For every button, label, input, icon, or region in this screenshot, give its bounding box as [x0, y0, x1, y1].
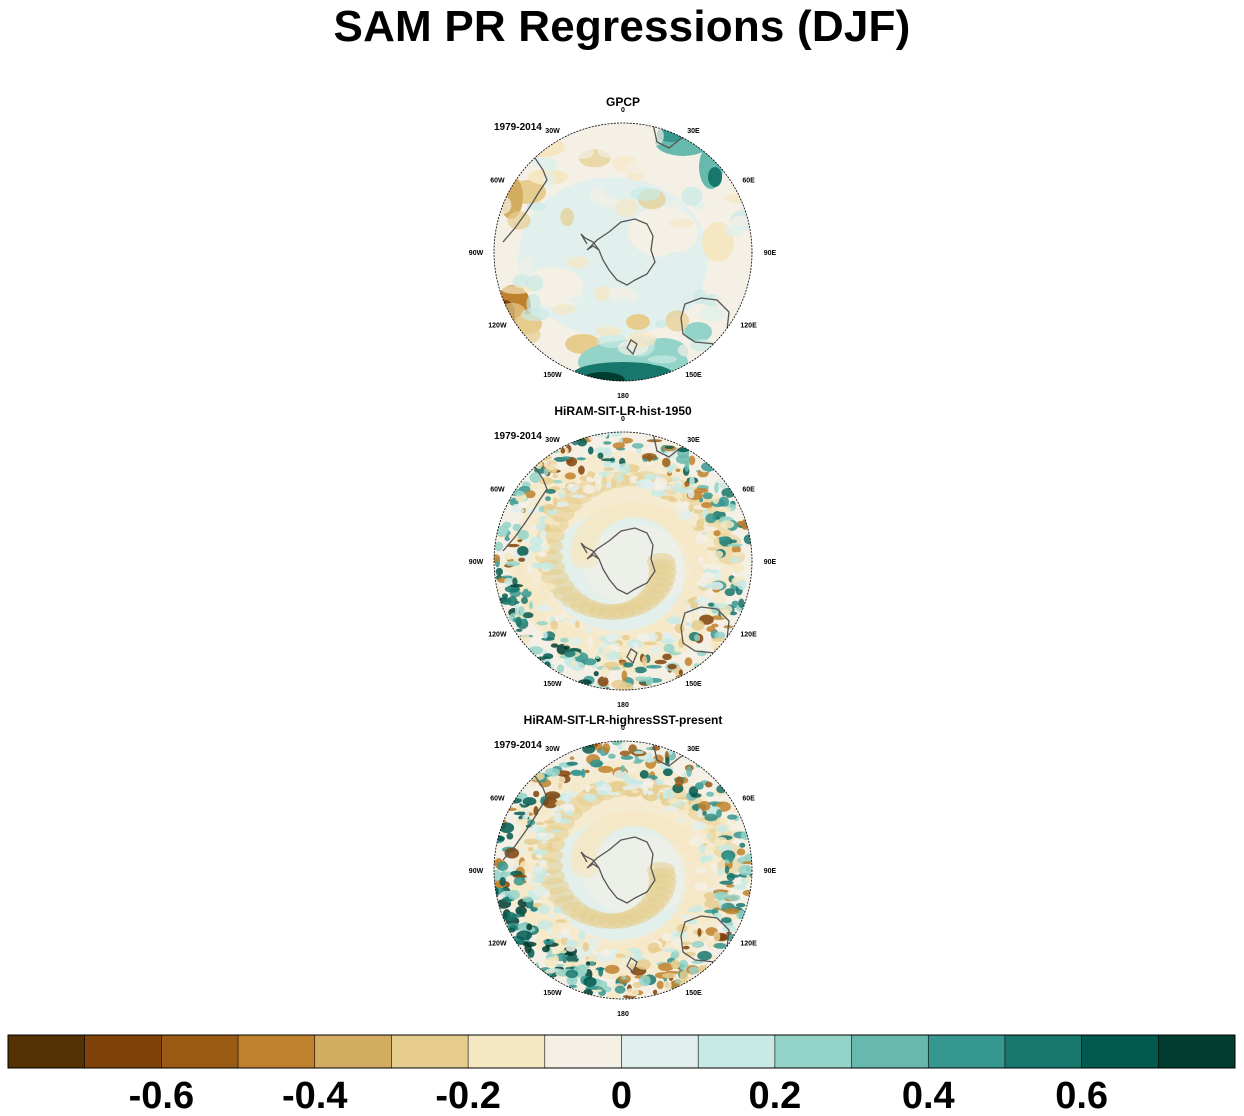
period-label: 1979-2014 [494, 122, 542, 133]
colorbar-swatch [84, 1035, 162, 1068]
colorbar-swatch [851, 1035, 929, 1068]
panel-hist-1950: HiRAM-SIT-LR-hist-1950 1979-2014 0 30E 60E 90… [469, 403, 777, 709]
colorbar-swatch [621, 1035, 699, 1068]
lon-label: 150W [543, 681, 562, 688]
lon-label: 120E [740, 941, 757, 948]
lon-label: 90E [764, 250, 777, 257]
lon-label: 0 [621, 725, 625, 732]
figure-title: SAM PR Regressions (DJF) [333, 2, 911, 51]
colorbar-swatch [1004, 1035, 1082, 1068]
colorbar-swatch [1158, 1035, 1235, 1068]
lon-label: 120W [488, 323, 507, 330]
colorbar-swatch [774, 1035, 852, 1068]
map-border [493, 122, 753, 382]
period-label: 1979-2014 [494, 431, 542, 442]
colorbar-swatch [238, 1035, 315, 1068]
lon-label: 90W [469, 868, 484, 875]
colorbar-tick-label: -0.4 [282, 1075, 347, 1116]
colorbar-swatch [161, 1035, 239, 1068]
lon-label: 90E [764, 868, 777, 875]
panel-title: HiRAM-SIT-LR-hist-1950 [554, 404, 692, 418]
lon-label: 90W [469, 559, 484, 566]
precip-field [494, 123, 752, 381]
lon-label: 150E [685, 990, 702, 997]
colorbar-swatch [468, 1035, 545, 1068]
period-label: 1979-2014 [494, 740, 542, 751]
colorbar-tick-label: 0.6 [1055, 1075, 1108, 1116]
lon-label: 150E [685, 681, 702, 688]
lon-label: 30W [545, 746, 560, 753]
lon-label: 180 [617, 393, 629, 400]
lon-label: 0 [621, 416, 625, 423]
panel-title: GPCP [606, 95, 640, 109]
lon-label: 120W [488, 941, 507, 948]
lon-label: 60E [742, 178, 755, 185]
lon-label: 120E [740, 323, 757, 330]
lon-label: 30W [545, 437, 560, 444]
colorbar-swatch [928, 1035, 1005, 1068]
lon-label: 60E [742, 796, 755, 803]
precip-field [494, 432, 752, 690]
panel-gpcp: GPCP 1979-2014 0 30E 60E 90E 120E 150E 180 150W 12… [469, 94, 777, 400]
precip-field [494, 741, 752, 999]
colorbar: -0.6 -0.4 -0.2 0 0.2 0.4 0.6 [7, 1034, 1236, 1116]
lon-label: 150W [543, 372, 562, 379]
colorbar-swatch [544, 1035, 622, 1068]
panel-highressst-present: HiRAM-SIT-LR-highresSST-present 1979-2014… [469, 712, 777, 1018]
lon-label: 180 [617, 1011, 629, 1018]
map-border [493, 740, 753, 1000]
colorbar-swatch [1081, 1035, 1159, 1068]
colorbar-swatch [698, 1035, 775, 1068]
polar-map-highressst-present: HiRAM-SIT-LR-highresSST-present 1979-2014… [469, 713, 777, 1018]
colorbar-tick-label: -0.6 [129, 1075, 194, 1116]
lon-label: 30E [687, 128, 700, 135]
colorbar-tick-label: 0 [611, 1075, 632, 1116]
colorbar-swatch [314, 1035, 392, 1068]
lon-label: 30E [687, 746, 700, 753]
polar-map-hist-1950: HiRAM-SIT-LR-hist-1950 1979-2014 0 30E 60E 90… [469, 404, 777, 709]
colorbar-swatch [8, 1035, 85, 1068]
map-border [493, 431, 753, 691]
colorbar-tick-label: 0.4 [902, 1075, 955, 1116]
lon-label: 150W [543, 990, 562, 997]
lon-label: 90E [764, 559, 777, 566]
lon-label: 150E [685, 372, 702, 379]
lon-label: 30W [545, 128, 560, 135]
lon-label: 0 [621, 107, 625, 114]
polar-map-gpcp: GPCP 1979-2014 0 30E 60E 90E 120E 150E 180 150W 12… [469, 95, 777, 400]
lon-label: 60W [490, 178, 505, 185]
lon-label: 120E [740, 632, 757, 639]
colorbar-tick-label: 0.2 [748, 1075, 801, 1116]
lon-label: 60W [490, 796, 505, 803]
colorbar-swatch [391, 1035, 469, 1068]
lon-label: 60W [490, 487, 505, 494]
lon-label: 180 [617, 702, 629, 709]
lon-label: 120W [488, 632, 507, 639]
lon-label: 90W [469, 250, 484, 257]
colorbar-tick-label: -0.2 [435, 1075, 500, 1116]
lon-label: 30E [687, 437, 700, 444]
lon-label: 60E [742, 487, 755, 494]
panel-title: HiRAM-SIT-LR-highresSST-present [524, 713, 723, 727]
